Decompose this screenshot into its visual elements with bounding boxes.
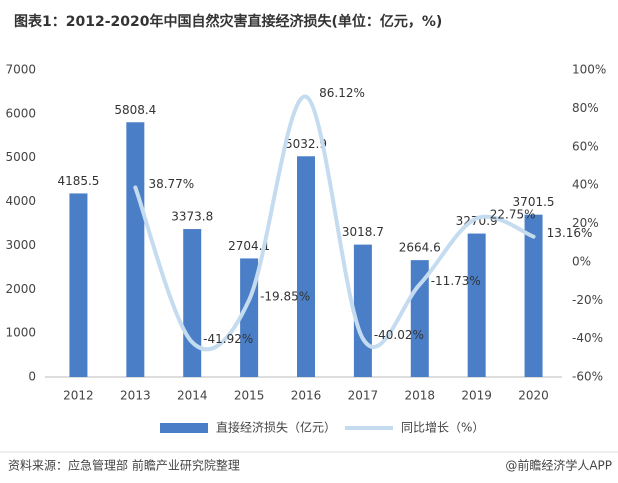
line-label: 38.77% [148,177,194,191]
y2-tick-label: 20% [572,216,599,230]
chart-title: 图表1：2012-2020年中国自然灾害直接经济损失(单位：亿元，%) [14,13,442,30]
x-tick-label: 2020 [518,389,549,403]
x-tick-label: 2015 [234,389,265,403]
y-tick-label: 6000 [5,106,36,120]
bar [524,214,543,377]
y2-tick-label: 40% [572,178,599,192]
y2-tick-label: 0% [572,254,591,268]
bar [297,156,315,377]
y2-tick-label: -40% [572,331,603,345]
line-label: 13.16% [547,226,593,240]
bar-label: 3701.5 [513,195,555,209]
y2-tick-label: 100% [572,63,606,77]
x-tick-label: 2014 [177,389,208,403]
line-label: 22.75% [490,208,536,222]
credit: @前瞻经济学人APP [505,458,612,473]
bar-label: 5808.4 [114,103,156,117]
source: 资料来源：应急管理部 前瞻产业研究院整理 [8,458,240,473]
legend-label: 同比增长（%） [401,421,484,435]
x-tick-label: 2016 [291,389,322,403]
y-tick-label: 3000 [5,238,36,252]
legend-swatch [160,423,208,433]
bar [467,233,486,377]
y-tick-label: 7000 [5,63,36,77]
bar-label: 3373.8 [171,210,213,224]
bar-label: 2704.1 [228,239,270,253]
y2-tick-label: -20% [572,293,603,307]
line-label: -40.02% [374,328,424,342]
x-tick-label: 2012 [63,389,94,403]
x-tick-label: 2019 [461,389,492,403]
line [133,94,536,352]
legend-label: 直接经济损失（亿元） [216,420,336,435]
bar [183,229,202,377]
y-tick-label: 4000 [5,194,36,208]
bar-label: 4185.5 [57,174,99,188]
x-tick-label: 2017 [348,389,379,403]
y-tick-label: 2000 [5,282,36,296]
y-tick-label: 1000 [5,326,36,340]
x-tick-label: 2018 [405,389,436,403]
line-label: 86.12% [319,86,365,100]
x-tick-label: 2013 [120,389,151,403]
bar [69,193,88,377]
bar [353,244,372,377]
bar-label: 3018.7 [342,225,384,239]
bar [126,122,145,378]
line-label: -11.73% [431,274,481,288]
line-label: -19.85% [260,289,310,303]
y-tick-label: 0 [28,370,36,384]
y2-tick-label: 60% [572,139,599,153]
y2-tick-label: -60% [572,370,603,384]
y-tick-label: 5000 [5,150,36,164]
bar-label: 5032.9 [285,137,327,151]
bar-label: 2664.6 [399,241,441,255]
line-label: -41.92% [203,332,253,346]
y2-tick-label: 80% [572,101,599,115]
